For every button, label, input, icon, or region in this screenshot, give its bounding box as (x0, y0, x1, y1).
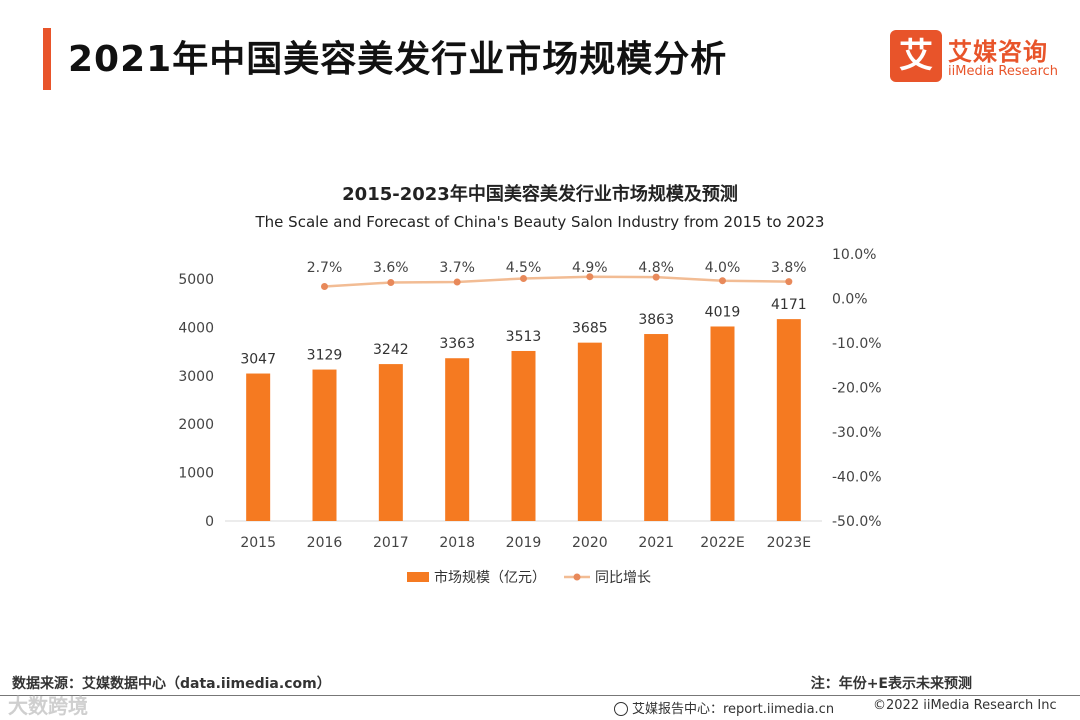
forecast-note: 注：年份+E表示未来预测 (810, 676, 972, 692)
bar (710, 326, 735, 521)
bar (511, 350, 536, 521)
bar-value-label: 4019 (705, 304, 741, 320)
x-tick-label: 2016 (307, 535, 343, 551)
bar-value-label: 3129 (307, 348, 343, 364)
legend-line-label: 同比增长 (595, 570, 651, 586)
bar-value-label: 3685 (572, 321, 608, 337)
y-left-tick-label: 4000 (178, 320, 214, 336)
growth-point (785, 278, 793, 286)
y-right-tick-label: -50.0% (832, 514, 882, 530)
growth-value-label: 2.7% (307, 260, 343, 276)
y-right-tick-label: -20.0% (832, 381, 882, 397)
bar-value-label: 3513 (506, 329, 542, 345)
growth-value-label: 4.9% (572, 260, 608, 276)
globe-icon (614, 702, 628, 716)
x-tick-label: 2019 (506, 535, 542, 551)
brand-name-en: iiMedia Research (948, 64, 1059, 79)
y-left-tick-label: 1000 (178, 466, 214, 482)
bar (577, 342, 602, 521)
growth-point (652, 273, 660, 281)
legend-bar-label: 市场规模（亿元） (434, 569, 546, 586)
growth-line (324, 275, 789, 288)
data-source: 数据来源：艾媒数据中心（data.iimedia.com） (12, 676, 331, 692)
x-tick-label: 2015 (240, 535, 276, 551)
legend-line-marker (573, 573, 581, 581)
growth-value-label: 4.8% (638, 260, 674, 276)
x-tick-label: 2023E (767, 535, 811, 551)
x-tick-label: 2020 (572, 535, 608, 551)
bar (378, 364, 403, 521)
bar (445, 358, 470, 521)
growth-point (453, 278, 461, 286)
y-left-tick-label: 0 (205, 514, 214, 530)
bar (246, 373, 271, 521)
footer-divider (0, 695, 1080, 696)
bar-value-label: 3242 (373, 342, 409, 358)
y-right-tick-label: -10.0% (832, 336, 882, 352)
x-tick-label: 2021 (638, 535, 674, 551)
brand-logo-icon: 艾 (890, 30, 942, 82)
y-right-tick-label: -30.0% (832, 425, 882, 441)
chart-subtitle: The Scale and Forecast of China's Beauty… (255, 213, 825, 231)
bar-value-label: 3047 (240, 352, 276, 368)
bar (312, 369, 337, 521)
y-right-tick-label: 10.0% (832, 247, 876, 263)
x-tick-label: 2017 (373, 535, 409, 551)
growth-value-label: 3.7% (439, 260, 475, 276)
x-tick-label: 2022E (700, 535, 744, 551)
growth-value-label: 3.8% (771, 260, 807, 276)
x-tick-label: 2018 (439, 535, 475, 551)
bar-value-label: 4171 (771, 297, 807, 313)
y-left-tick-label: 5000 (178, 272, 214, 288)
copyright: ©2022 iiMedia Research Inc (873, 698, 1057, 713)
report-center: 艾媒报告中心：report.iimedia.cn (614, 698, 834, 717)
growth-point (321, 282, 328, 290)
y-left-tick-label: 2000 (178, 417, 214, 433)
growth-value-label: 4.5% (506, 260, 542, 276)
y-right-tick-label: -40.0% (832, 470, 882, 486)
brand-logo: 艾 艾媒咨询 iiMedia Research (890, 30, 1065, 86)
growth-point (719, 277, 726, 285)
bar-value-label: 3863 (638, 312, 674, 328)
page-title: 2021年中国美容美发行业市场规模分析 (68, 39, 728, 80)
bar-value-label: 3363 (439, 336, 475, 352)
report-center-text: 艾媒报告中心：report.iimedia.cn (632, 702, 835, 717)
growth-point (387, 278, 395, 286)
title-accent-bar (43, 28, 51, 90)
bar (644, 334, 669, 521)
bar (776, 319, 801, 521)
y-right-tick-label: 0.0% (832, 292, 868, 308)
brand-name-cn: 艾媒咨询 (948, 38, 1048, 66)
chart-title: 2015-2023年中国美容美发行业市场规模及预测 (342, 184, 738, 205)
growth-point (586, 273, 594, 281)
watermark: 大数跨境 (8, 694, 88, 718)
legend-bar-swatch (407, 572, 429, 582)
growth-point (520, 274, 527, 282)
growth-value-label: 3.6% (373, 260, 409, 276)
y-left-tick-label: 3000 (178, 369, 214, 385)
growth-value-label: 4.0% (705, 260, 741, 276)
